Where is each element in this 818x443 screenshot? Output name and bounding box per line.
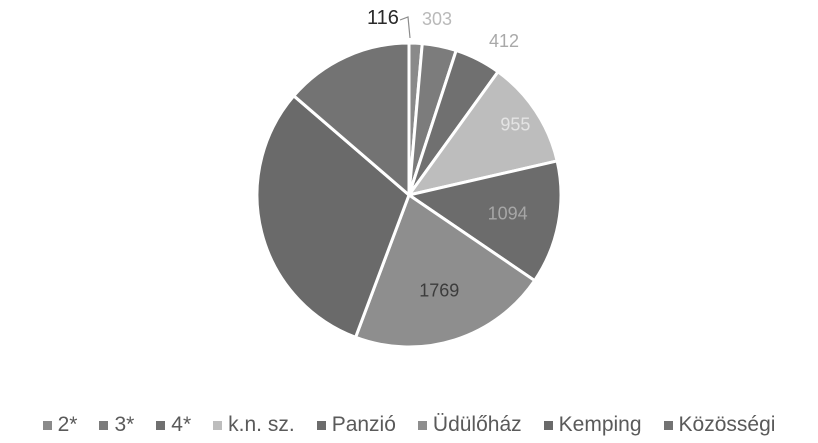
legend-item-8: Közösségi [663, 413, 776, 437]
legend-label: Kemping [558, 413, 642, 436]
legend-swatch [99, 420, 109, 430]
data-label-3: 412 [489, 31, 519, 51]
legend-label: 4* [171, 413, 192, 436]
data-label-1: 116 [367, 7, 399, 29]
data-label-4: 955 [500, 114, 530, 134]
pie-slice-5 [407, 159, 563, 283]
pie-slice-6 [354, 193, 537, 349]
data-label-2: 303 [422, 9, 452, 29]
leader-line [399, 16, 411, 39]
legend-swatch [543, 420, 553, 430]
legend-label: 3* [114, 413, 135, 436]
legend-swatch [417, 420, 427, 430]
legend-label: Üdülőház [432, 413, 522, 436]
data-label-6: 1769 [419, 281, 459, 301]
legend-item-6: Üdülőház [417, 413, 522, 437]
pie-slice-4 [407, 70, 559, 197]
pie-chart-svg: 116 303 412 955 1094 1769 [255, 7, 563, 349]
legend-swatch [663, 420, 673, 430]
legend-swatch [316, 420, 326, 430]
chart-legend: 2* 3* 4* k.n. sz. Panzió Üdülőház Kemping Közös… [0, 410, 818, 440]
legend-swatch [42, 420, 52, 430]
legend-item-2: 3* [99, 413, 134, 437]
data-label-5: 1094 [488, 204, 528, 224]
pie-slice-8 [292, 41, 411, 197]
legend-swatch [213, 420, 223, 430]
legend-item-5: Panzió [316, 413, 396, 437]
legend-item-7: Kemping [543, 413, 642, 437]
legend-label: k.n. sz. [228, 413, 295, 436]
legend-item-1: 2* [42, 413, 78, 437]
legend-item-3: 4* [156, 413, 191, 437]
legend-item-4: k.n. sz. [213, 413, 295, 437]
pie-slice-7 [255, 94, 411, 339]
legend-swatch [156, 420, 166, 430]
legend-label: Közösségi [678, 413, 776, 436]
legend-label: Panzió [331, 413, 396, 436]
legend-label: 2* [57, 413, 78, 436]
